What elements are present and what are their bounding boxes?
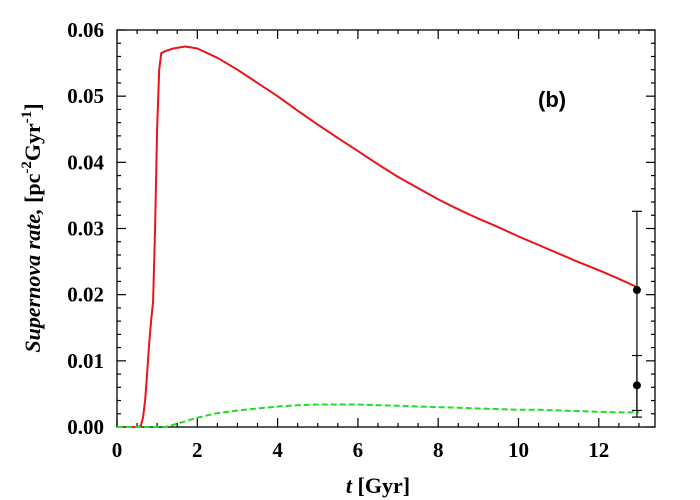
data-series <box>117 45 640 428</box>
x-tick-label: 10 <box>508 438 529 462</box>
plot-frame <box>116 29 656 428</box>
y-tick-labels: 0.00 0.01 0.02 0.03 0.04 0.05 0.06 <box>67 18 104 439</box>
y-axis-title: Supernova rate, [pc-2Gyr-1] <box>19 103 45 352</box>
x-tick-label: 4 <box>272 438 283 462</box>
observed-point-2 <box>632 381 641 390</box>
series-line-2 <box>117 403 639 428</box>
x-axis-title: t [Gyr] <box>346 473 410 498</box>
y-tick-label: 0.02 <box>67 283 104 307</box>
y-tick-label: 0.06 <box>67 18 104 42</box>
x-tick-label: 2 <box>192 438 203 462</box>
observed-point-1 <box>632 286 641 295</box>
x-tick-label: 6 <box>353 438 364 462</box>
panel-label: (b) <box>538 87 566 112</box>
x-tick-label: 0 <box>112 438 123 462</box>
y-tick-label: 0.04 <box>67 150 104 174</box>
observational-points <box>631 210 642 418</box>
x-tick-label: 12 <box>588 438 609 462</box>
y-tick-label: 0.03 <box>67 217 104 241</box>
y-tick-label: 0.01 <box>67 349 104 373</box>
x-tick-label: 8 <box>433 438 444 462</box>
tick-marks <box>116 29 655 428</box>
series-line-1 <box>117 45 640 428</box>
y-tick-label: 0.00 <box>67 415 104 439</box>
x-tick-labels: 0 2 4 6 8 10 12 <box>112 438 610 462</box>
y-tick-label: 0.05 <box>67 84 104 108</box>
